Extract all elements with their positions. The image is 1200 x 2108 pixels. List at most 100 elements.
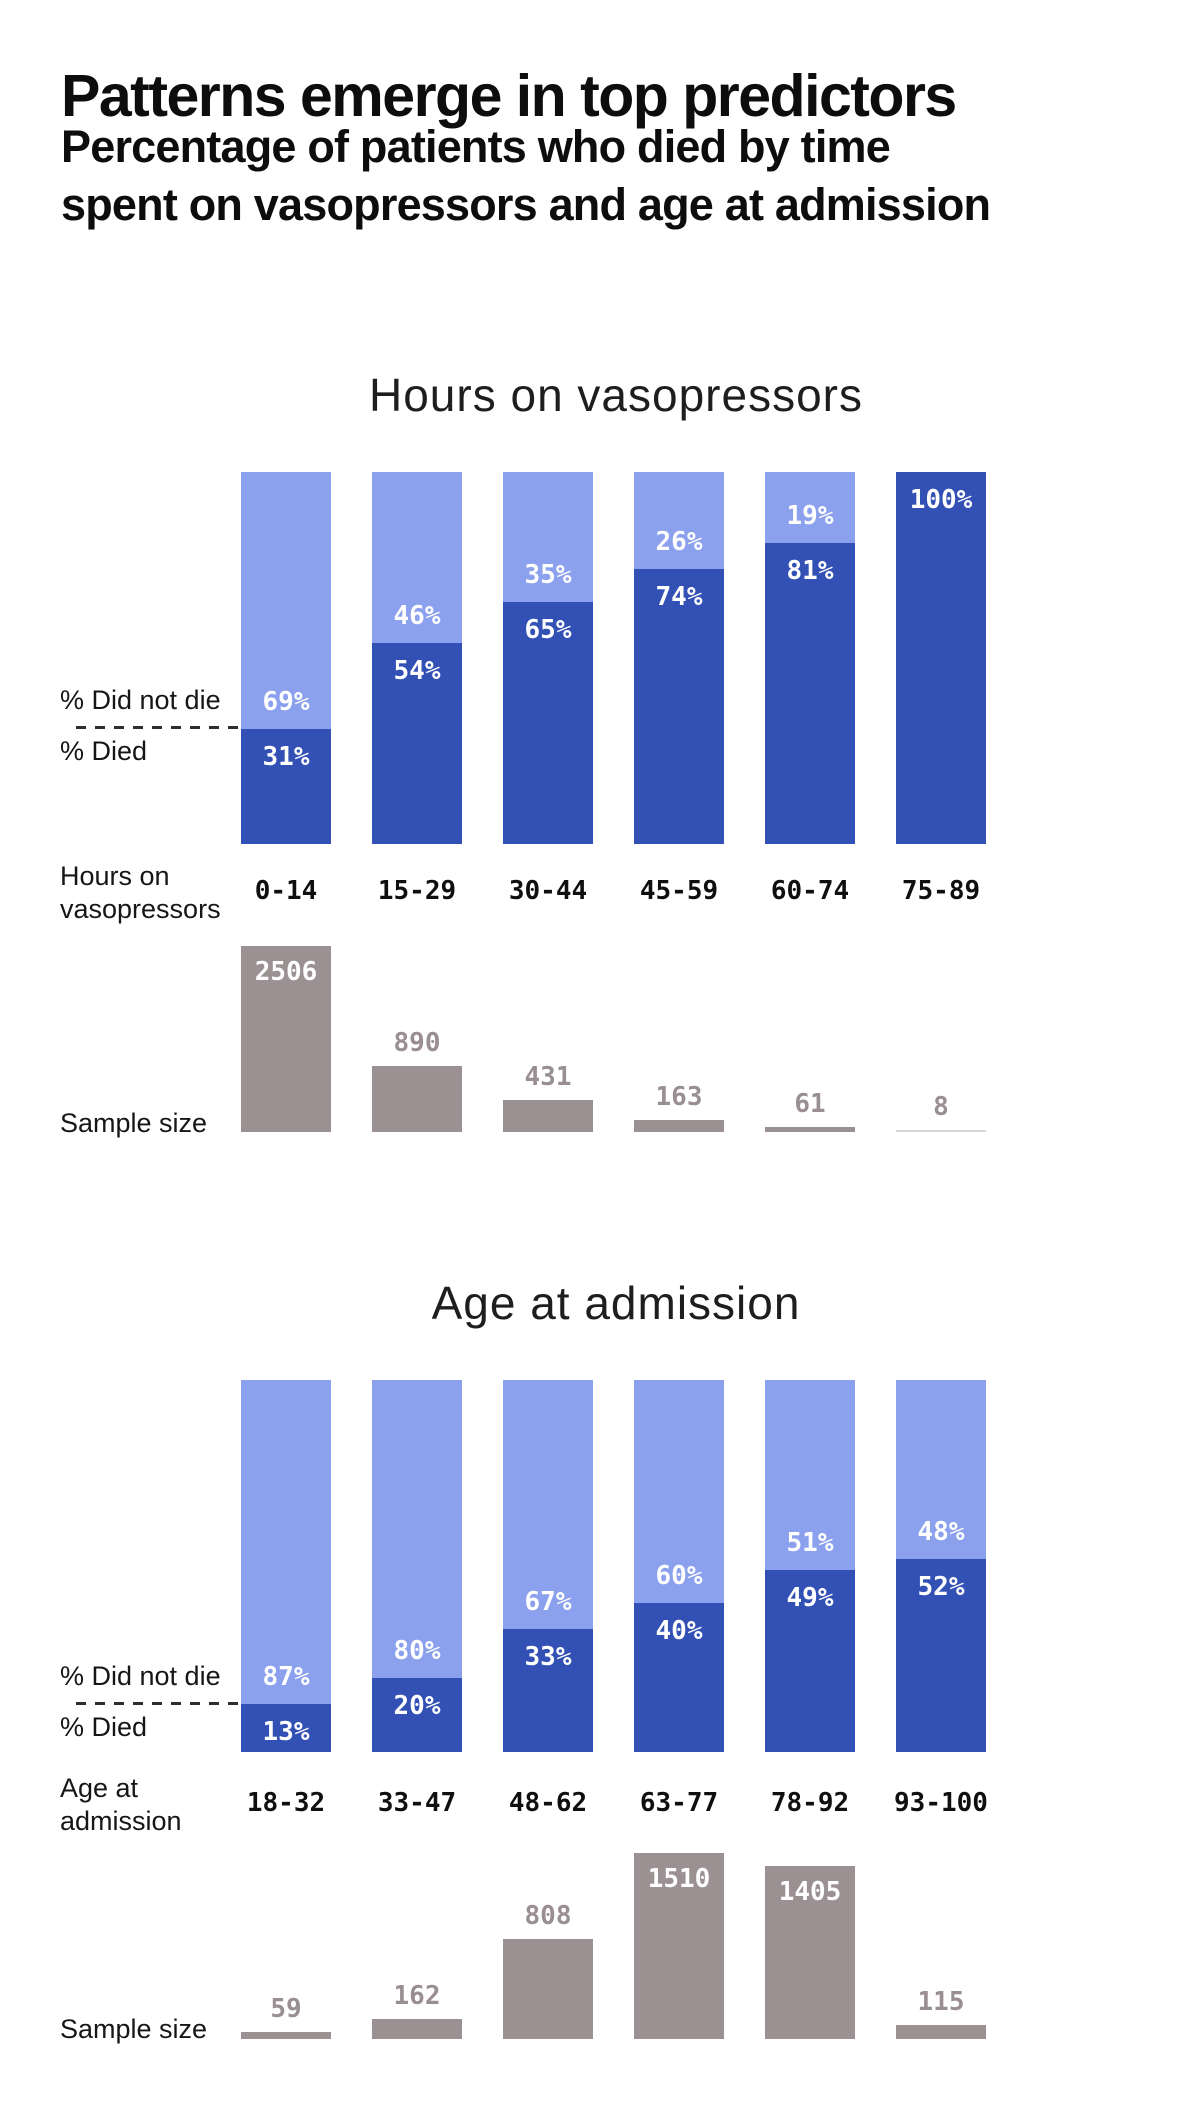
stacked-bar: 46% 54% [372,472,462,844]
sample-bar-group: 808 [503,1839,593,2039]
pct-label-did-not-die: 87% [262,1661,310,1692]
x-axis-label-line2: vasopressors [60,894,221,924]
sample-value: 61 [794,1089,826,1120]
page-title: Patterns emerge in top predictors [61,62,957,129]
sample-bar: 1510 [634,1853,724,2039]
segment-died: 52% [896,1558,986,1752]
pct-label-died: 49% [786,1582,834,1613]
x-axis-label-age: Age at admission [60,1772,182,1838]
sample-bar [896,2024,986,2039]
sample-bar [503,1939,593,2039]
category-label: 48-62 [508,1788,588,1818]
sample-value: 1510 [647,1864,711,1895]
page-subtitle-line2: spent on vasopressors and age at admissi… [61,179,991,230]
stacked-bar: 48% 52% [896,1380,986,1752]
sample-value: 162 [393,1981,441,2012]
segment-did-not-die: 87% [241,1380,331,1704]
sample-value: 1405 [778,1876,842,1907]
page-subtitle-line1: Percentage of patients who died by time [61,121,891,172]
x-axis-label-line1: Age at [60,1773,139,1803]
segment-died: 65% [503,602,593,844]
x-axis-label-line1: Hours on [60,861,170,891]
stacked-bar: 80% 20% [372,1380,462,1752]
sample-bar-group: 162 [372,1839,462,2039]
pct-label-did-not-die: 19% [786,500,834,531]
segment-did-not-die: 80% [372,1380,462,1678]
sample-bar-group: 1405 [765,1839,855,2039]
segment-died: 33% [503,1629,593,1752]
segment-died: 20% [372,1677,462,1752]
category-label: 45-59 [639,876,719,906]
legend-did-not-die: % Did not die [60,1661,221,1691]
pct-label-did-not-die: 51% [786,1527,834,1558]
sample-value: 59 [270,1993,302,2024]
stacked-bar: 67% 33% [503,1380,593,1752]
pct-label-died: 40% [655,1616,703,1647]
sample-bar-group: 61 [765,932,855,1132]
segment-did-not-die: 51% [765,1380,855,1570]
x-axis-label-line2: admission [60,1806,182,1836]
died-threshold-dash-line [76,726,241,729]
segment-did-not-die: 35% [503,472,593,603]
pct-label-did-not-die: 35% [524,560,572,591]
sample-bar-group: 59 [241,1839,331,2039]
stacked-bars-vasopressors: 69% 31% 46% 54% 35% 65% 26% 74% 19% 81% … [0,472,1200,844]
legend-died: % Died [60,736,148,766]
stacked-bar: 51% 49% [765,1380,855,1752]
sample-size-bars-age: 59 162 808 1510 1405 115 [0,1839,1200,2039]
segment-did-not-die: 46% [372,472,462,644]
pct-label-did-not-die: 60% [655,1561,703,1592]
pct-label-died: 33% [524,1642,572,1673]
sample-bar [372,2019,462,2039]
stacked-bar: 60% 40% [634,1380,724,1752]
sample-value: 2506 [254,957,318,988]
segment-did-not-die: 26% [634,472,724,569]
died-threshold-dash-line [76,1702,241,1705]
pct-label-did-not-die: 46% [393,601,441,632]
x-axis-label-vasopressors: Hours on vasopressors [60,860,221,926]
sample-size-axis-label: Sample size [60,1108,208,1138]
segment-did-not-die: 67% [503,1380,593,1630]
stacked-bar: 19% 81% [765,472,855,844]
chart-title-age: Age at admission [431,1277,801,1329]
chart-title-vasopressors: Hours on vasopressors [369,369,863,421]
pct-label-did-not-die: 80% [393,1635,441,1666]
pct-label-died: 81% [786,555,834,586]
segment-died: 74% [634,568,724,844]
category-label: 15-29 [377,876,457,906]
stacked-bar: 69% 31% [241,472,331,844]
segment-died: 49% [765,1569,855,1752]
sample-bar-group: 2506 [241,932,331,1132]
category-label: 0-14 [254,876,318,906]
pct-label-died: 31% [262,741,310,772]
segment-died: 31% [241,728,331,844]
sample-size-axis-label: Sample size [60,2014,208,2044]
stacked-bars-age: 87% 13% 80% 20% 67% 33% 60% 40% 51% 49% … [0,1380,1200,1752]
segment-did-not-die: 48% [896,1380,986,1559]
pct-label-died: 52% [917,1571,965,1602]
sample-value: 163 [655,1081,703,1112]
pct-label-did-not-die: 48% [917,1516,965,1547]
segment-died: 54% [372,643,462,844]
sample-bar [372,1065,462,1132]
sample-size-bars-vasopressors: 2506 890 431 163 61 8 [0,932,1200,1132]
category-label: 18-32 [246,1788,326,1818]
category-label: 78-92 [770,1788,850,1818]
segment-died: 13% [241,1703,331,1752]
sample-bar [896,1130,986,1132]
legend-did-not-die: % Did not die [60,685,221,715]
pct-label-died: 54% [393,656,441,687]
stacked-bar: 35% 65% [503,472,593,844]
category-label: 33-47 [377,1788,457,1818]
category-label: 30-44 [508,876,588,906]
stacked-bar: 100% [896,472,986,844]
sample-bar [241,2031,331,2039]
pct-label-died: 13% [262,1716,310,1747]
sample-bar-group: 115 [896,1839,986,2039]
sample-bar-group: 431 [503,932,593,1132]
category-labels-age: 18-32 33-47 48-62 63-77 78-92 93-100 [0,1788,1200,1822]
pct-label-died: 100% [909,485,973,515]
